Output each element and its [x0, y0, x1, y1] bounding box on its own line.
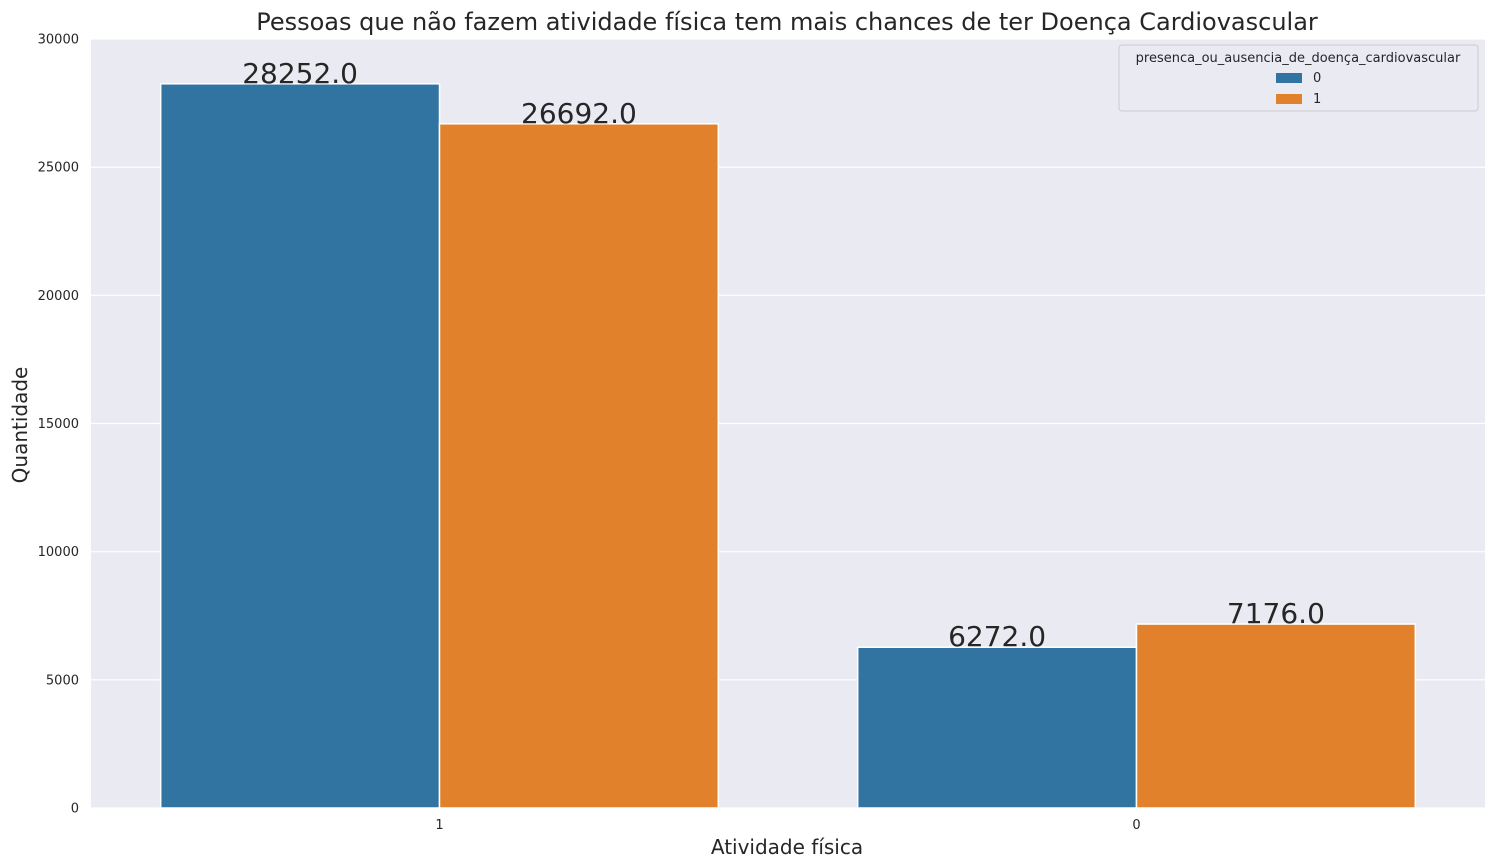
bar-value-label: 7176.0 — [1227, 597, 1325, 630]
x-tick-label: 0 — [1132, 818, 1140, 833]
bar-series-1-category-0 — [1135, 623, 1417, 809]
chart-title: Pessoas que não fazem atividade física t… — [256, 8, 1318, 36]
y-tick-label: 15000 — [38, 417, 79, 432]
legend: presenca_ou_ausencia_de_doença_cardiovas… — [1118, 44, 1479, 112]
legend-label-series-1: 1 — [1313, 92, 1321, 107]
y-tick-label: 10000 — [38, 545, 79, 560]
legend-label-series-0: 0 — [1313, 71, 1321, 86]
y-tick-label: 25000 — [38, 161, 79, 176]
bar-series-1-category-1 — [438, 123, 720, 809]
x-axis-title: Atividade física — [711, 835, 863, 859]
x-tick-label: 1 — [435, 818, 443, 833]
y-axis-title: Quantidade — [8, 367, 32, 484]
legend-swatch-series-0 — [1276, 73, 1302, 83]
y-tick-label: 30000 — [38, 33, 79, 48]
bars — [159, 83, 1417, 809]
bar-value-label: 6272.0 — [948, 620, 1046, 653]
bar-series-0-category-0 — [856, 646, 1138, 809]
bar-series-0-category-1 — [159, 83, 441, 809]
bar-labels: 28252.0 26692.0 6272.0 7176.0 — [242, 57, 1325, 653]
y-tick-label: 0 — [71, 802, 79, 817]
y-tick-label: 5000 — [46, 673, 79, 688]
legend-swatch-series-1 — [1276, 94, 1302, 104]
bar-value-label: 26692.0 — [521, 97, 637, 130]
y-axis-ticks: 0 5000 10000 15000 20000 25000 30000 — [38, 33, 79, 817]
bar-value-label: 28252.0 — [242, 57, 358, 90]
legend-title: presenca_ou_ausencia_de_doença_cardiovas… — [1136, 51, 1461, 66]
y-tick-label: 20000 — [38, 289, 79, 304]
